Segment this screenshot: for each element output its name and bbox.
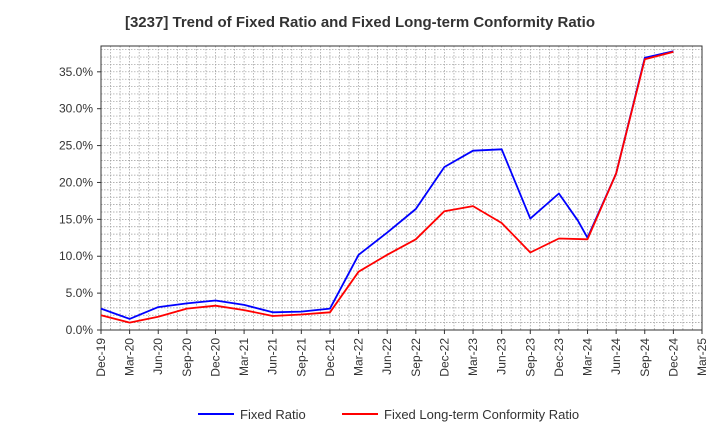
y-tick-label: 5.0%	[66, 286, 94, 300]
y-tick-label: 10.0%	[59, 249, 93, 263]
y-tick-label: 25.0%	[59, 139, 93, 153]
x-tick-label: Sep-24	[638, 338, 652, 377]
x-tick-label: Jun-22	[380, 338, 394, 375]
legend-label: Fixed Ratio	[240, 407, 306, 422]
x-tick-label: Dec-21	[323, 338, 337, 377]
x-tick-label: Mar-25	[695, 338, 709, 376]
x-tick-label: Mar-24	[581, 338, 595, 376]
chart-title: [3237] Trend of Fixed Ratio and Fixed Lo…	[124, 14, 596, 31]
x-tick-label: Jun-20	[151, 338, 165, 375]
x-tick-label: Mar-23	[466, 338, 480, 376]
x-tick-label: Jun-23	[495, 338, 509, 375]
y-tick-label: 0.0%	[66, 323, 94, 337]
plot-frame	[100, 45, 703, 331]
x-tick-label: Mar-22	[352, 338, 366, 376]
x-tick-label: Dec-24	[666, 338, 680, 377]
x-tick-label: Dec-22	[437, 338, 451, 377]
x-tick-label: Sep-21	[294, 338, 308, 377]
x-tick-label: Sep-23	[523, 338, 537, 377]
x-tick-label: Dec-19	[94, 338, 108, 377]
x-tick-label: Dec-23	[552, 338, 566, 377]
y-tick-label: 30.0%	[59, 102, 93, 116]
series-line-2	[100, 51, 674, 324]
y-tick-label: 15.0%	[59, 212, 93, 226]
x-tick-label: Mar-20	[123, 338, 137, 376]
plot-background	[101, 46, 702, 330]
legend-label: Fixed Long-term Conformity Ratio	[384, 407, 579, 422]
x-tick-label: Jun-21	[266, 338, 280, 375]
x-tick-label: Sep-22	[409, 338, 423, 377]
series-line-1	[100, 50, 674, 320]
x-tick-label: Jun-24	[609, 338, 623, 375]
y-tick-label: 20.0%	[59, 175, 93, 189]
x-tick-label: Dec-20	[208, 338, 222, 377]
x-tick-label: Sep-20	[180, 338, 194, 377]
y-tick-label: 35.0%	[59, 65, 93, 79]
x-tick-label: Mar-21	[237, 338, 251, 376]
